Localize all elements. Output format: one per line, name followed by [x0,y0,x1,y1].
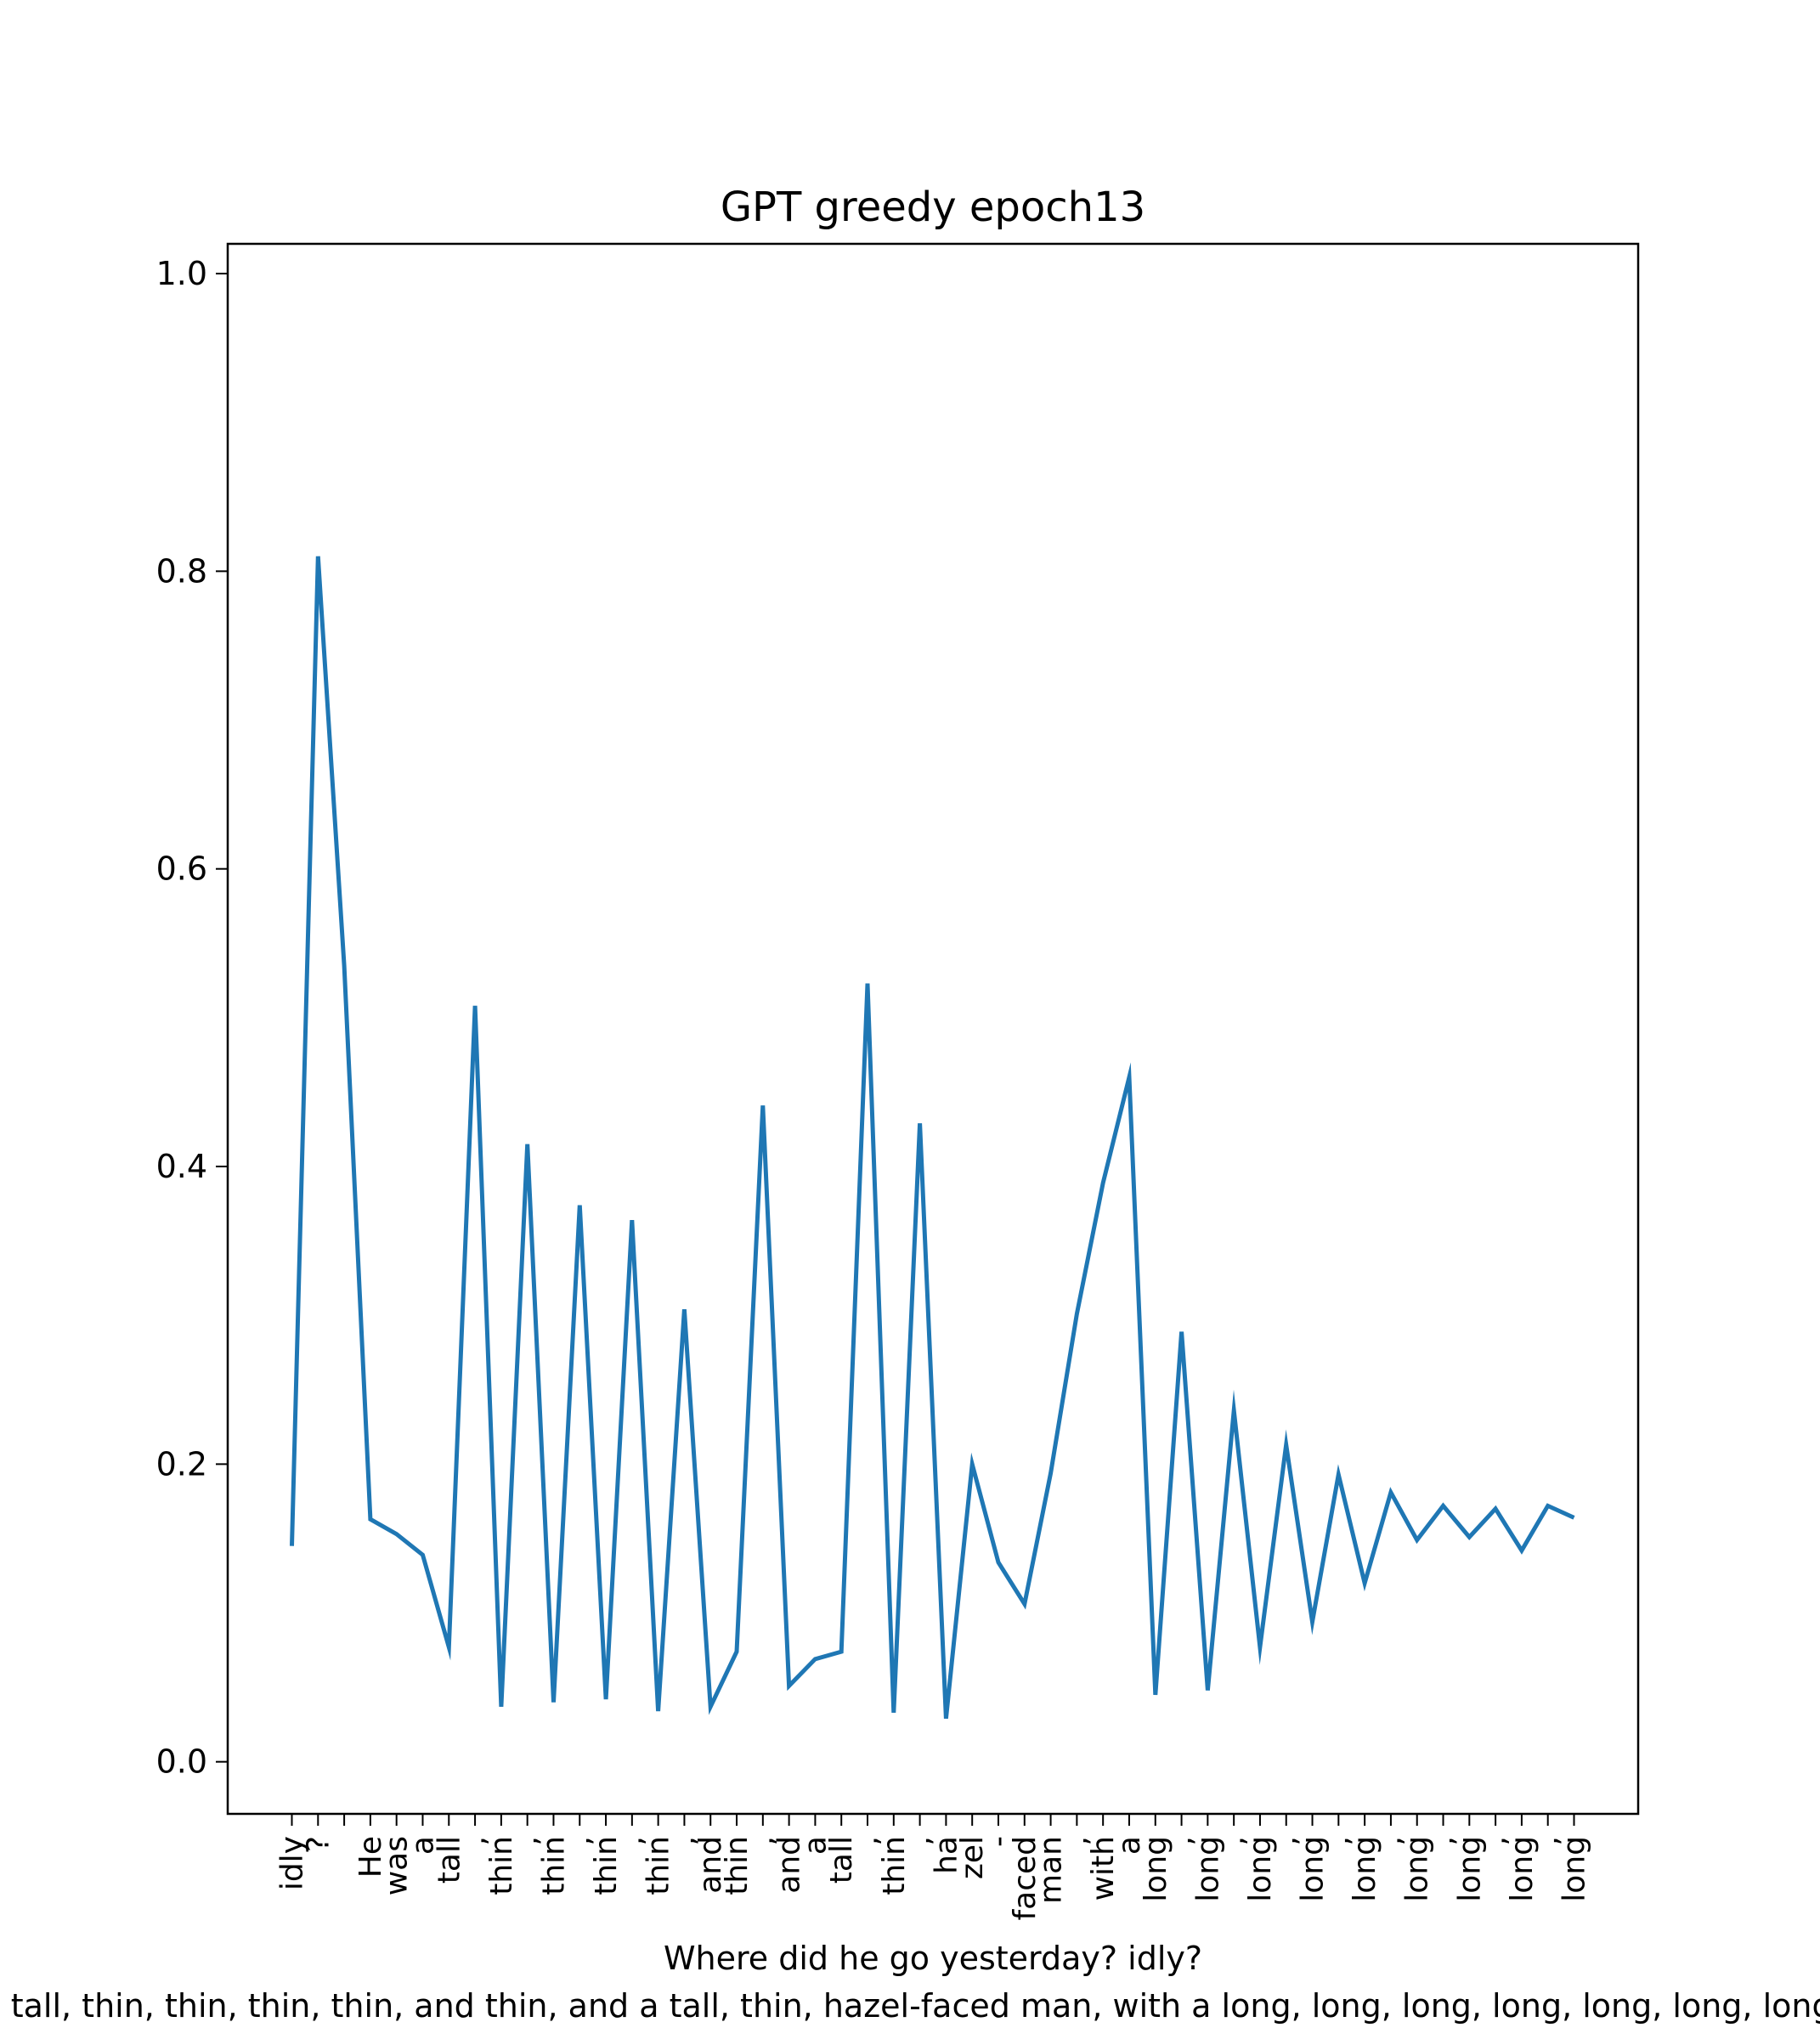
y-tick-label: 1.0 [156,255,207,292]
x-tick-label: thin [589,1836,624,1895]
x-tick-label: , [746,1836,781,1845]
x-axis-label-response: He was a tall, thin, thin, thin, thin, a… [0,1987,1820,2025]
x-tick-label: - [981,1836,1016,1847]
x-tick-label: , [458,1836,493,1845]
x-tick-label: , [1321,1836,1356,1845]
x-tick-label: long [1557,1836,1592,1902]
x-tick-label: , [562,1836,597,1845]
x-tick-label: , [1165,1836,1200,1845]
x-tick-label: long [1452,1836,1487,1902]
x-tick-label: long [1505,1836,1540,1902]
chart-title: GPT greedy epoch13 [721,184,1145,231]
x-tick-label: thin [536,1836,571,1895]
x-tick-label: , [1374,1836,1409,1845]
x-tick-label: , [903,1836,938,1845]
x-tick-label: long [1190,1836,1225,1902]
plot-frame [226,242,1640,1816]
x-tick-label: long [1348,1836,1382,1902]
x-tick-label: thin [484,1836,519,1895]
x-tick-label: and [772,1836,807,1894]
x-tick-label: long [1400,1836,1435,1902]
y-tick-label: 0.6 [156,850,207,888]
x-tick-label: , [1217,1836,1252,1845]
x-tick-label: , [511,1836,545,1845]
x-tick-label: a [1112,1836,1147,1855]
x-tick-label: tall [432,1836,466,1884]
x-tick-label: , [1269,1836,1304,1845]
x-tick-label: , [1060,1836,1094,1845]
x-tick-label: He [353,1836,388,1878]
x-axis-label-question: Where did he go yesterday? idly? [664,1940,1202,1977]
x-tick-label: zel [955,1836,990,1879]
x-tick-label: tall [824,1836,859,1884]
x-tick-label: ? [301,1836,336,1852]
x-tick-label: , [1478,1836,1513,1845]
x-tick-label: , [1531,1836,1566,1845]
x-tick-label: faced [1008,1836,1043,1921]
x-tick-label: man [1034,1836,1069,1904]
x-tick-label: thin [720,1836,755,1895]
x-tick-label: , [851,1836,885,1845]
y-tick-label: 0.0 [156,1743,207,1781]
series-line [290,556,1575,1720]
x-tick-label: was [380,1836,415,1895]
x-tick-label: ha [929,1836,964,1874]
y-tick-label: 0.2 [156,1445,207,1483]
y-tick-label: 0.8 [156,552,207,590]
x-tick-label: long [1139,1836,1173,1902]
x-tick-label: a [405,1836,440,1855]
x-tick-label: thin [877,1836,912,1895]
x-tick-label: , [667,1836,702,1845]
x-tick-label: and [693,1836,728,1894]
x-tick-label: long [1243,1836,1278,1902]
x-tick-label: with [1086,1836,1121,1901]
x-tick-label: a [798,1836,833,1855]
x-tick-label: idly [275,1836,310,1890]
y-tick-label: 0.4 [156,1148,207,1185]
x-tick-label: , [1427,1836,1461,1845]
x-tick-label: thin [642,1836,676,1895]
x-tick-label: , [615,1836,650,1845]
x-tick-label: long [1296,1836,1331,1902]
